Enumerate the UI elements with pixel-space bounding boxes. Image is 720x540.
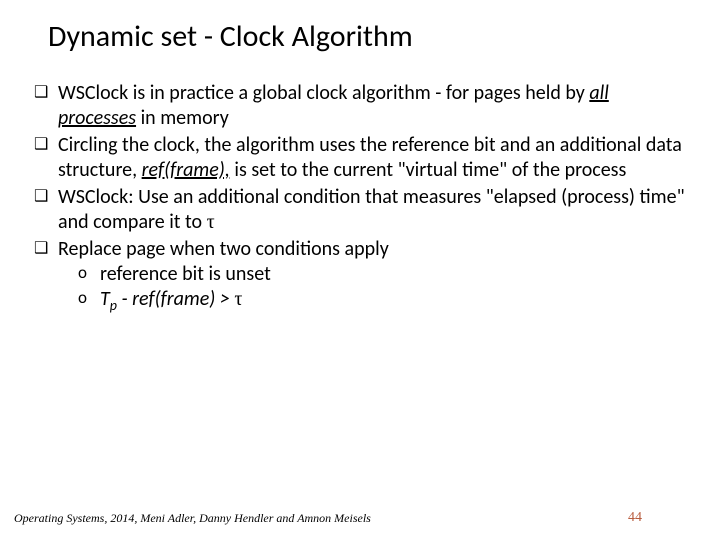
bullet-2: Circling the clock, the algorithm uses t… (30, 133, 690, 183)
formula: Tp - ref(frame) > (100, 287, 234, 311)
footer-text: Operating Systems, 2014, Meni Adler, Dan… (14, 511, 371, 526)
bullet-3: WSClock: Use an additional condition tha… (30, 185, 690, 235)
bullet-2-text-b: is set to the current "virtual time" of … (230, 158, 626, 182)
bullet-4-text: Replace page when two conditions apply (58, 237, 389, 261)
bullet-4: Replace page when two conditions apply r… (30, 237, 690, 315)
slide-title: Dynamic set - Clock Algorithm (48, 18, 690, 55)
bullet-3-text-a: WSClock: Use an additional condition tha… (58, 185, 685, 234)
slide-content: WSClock is in practice a global clock al… (30, 81, 690, 315)
slide: Dynamic set - Clock Algorithm WSClock is… (0, 0, 720, 540)
bullet-2-emph: ref(frame), (142, 158, 230, 182)
tau-symbol-2: τ (234, 288, 242, 310)
bullet-1-text-a: WSClock is in practice a global clock al… (58, 81, 589, 105)
bullet-list: WSClock is in practice a global clock al… (30, 81, 690, 315)
page-number: 44 (628, 510, 642, 526)
formula-p: p (110, 297, 117, 314)
tau-symbol: τ (207, 211, 215, 233)
sub-list: reference bit is unset Tp - ref(frame) >… (58, 262, 690, 315)
bullet-1: WSClock is in practice a global clock al… (30, 81, 690, 131)
bullet-1-text-b: in memory (136, 106, 229, 130)
formula-T: T (100, 287, 110, 311)
formula-mid: - ref(frame) > (117, 287, 234, 311)
sub-1-text: reference bit is unset (100, 262, 271, 286)
sub-2: Tp - ref(frame) > τ (74, 287, 690, 315)
sub-1: reference bit is unset (74, 262, 690, 287)
